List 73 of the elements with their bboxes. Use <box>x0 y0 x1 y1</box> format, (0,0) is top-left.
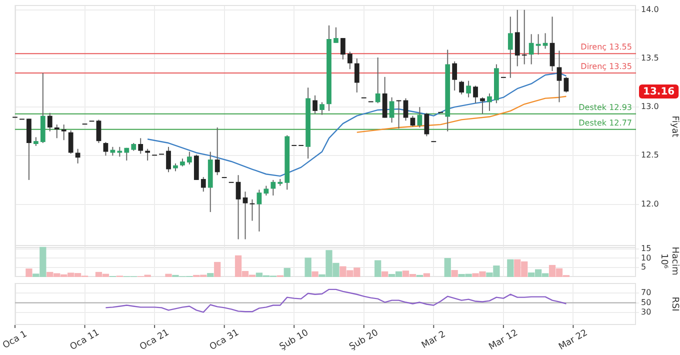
y-tick-label: 10 <box>641 253 652 262</box>
candlestick <box>47 112 52 132</box>
candlestick <box>522 9 527 65</box>
candlestick <box>312 94 318 114</box>
candlestick <box>508 16 513 78</box>
text: 13.16 <box>643 86 675 98</box>
candlestick <box>354 58 360 93</box>
y-tick-label: 5 <box>641 262 646 272</box>
candlestick <box>138 138 144 154</box>
candlestick <box>334 26 338 44</box>
y-tick-label: 12.0 <box>641 199 659 208</box>
candlestick <box>320 102 324 116</box>
candlestick <box>556 50 562 103</box>
ref-line-label: Direnç 13.35 <box>580 62 632 72</box>
x-tick-label: Oca 11 <box>68 328 102 353</box>
y-axis-title: Fiyat <box>669 116 680 138</box>
candlestick <box>473 85 478 104</box>
candlestick <box>250 198 255 222</box>
ref-line-label: Direnç 13.55 <box>580 42 632 52</box>
candlestick <box>459 80 464 95</box>
x-tick-label: Şub 20 <box>348 328 380 352</box>
candlestick <box>166 146 171 173</box>
candlestick <box>75 148 80 164</box>
candlestick <box>417 106 422 128</box>
ref-line-label: Destek 12.77 <box>578 118 632 128</box>
candlestick <box>214 126 220 176</box>
y-tick-label: 50 <box>641 298 652 307</box>
candlestick <box>236 174 241 240</box>
x-tick-label: Mar 12 <box>488 328 520 352</box>
candlestick <box>424 112 430 137</box>
candlestick <box>347 51 352 70</box>
candlestick <box>487 92 492 112</box>
x-tick-label: Oca 1 <box>1 329 29 352</box>
candlestick <box>403 98 408 122</box>
candlestick <box>124 147 130 162</box>
y-axis-title: Hacim 10⁶ <box>658 246 680 276</box>
candlestick <box>542 32 548 50</box>
candlestick <box>242 191 248 240</box>
candlestick <box>264 185 269 196</box>
candlestick <box>54 124 60 139</box>
candlestick <box>452 60 458 92</box>
candlestick <box>375 56 380 104</box>
candlestick <box>103 142 108 156</box>
y-tick-label: 14.0 <box>641 4 659 14</box>
candlestick <box>186 151 192 165</box>
x-tick-label: Mar 2 <box>420 330 448 352</box>
candlestick <box>536 34 541 56</box>
candlestick <box>270 179 276 196</box>
y-tick-label: 13.5 <box>641 54 659 63</box>
candlestick <box>340 38 346 60</box>
y-tick-label: 30 <box>641 308 652 317</box>
x-tick-label: Oca 31 <box>208 328 241 353</box>
candlestick <box>389 96 394 124</box>
candlestick <box>68 130 74 154</box>
ref-line-label: Destek 12.93 <box>578 102 632 112</box>
candlestick <box>564 76 569 93</box>
candlestick <box>528 34 534 65</box>
candlestick <box>396 100 402 129</box>
y-tick-label: 13.0 <box>641 102 659 112</box>
x-tick-label: Şub 10 <box>278 328 311 352</box>
x-tick-label: Mar 22 <box>557 328 590 352</box>
candlestick <box>61 124 66 141</box>
y-axis-title: RSI <box>669 296 680 312</box>
y-tick-label: 15 <box>641 244 652 253</box>
candlestick <box>200 176 206 192</box>
candlestick <box>256 189 262 232</box>
candlestick <box>466 80 471 98</box>
candlestick <box>514 9 520 67</box>
y-tick-label: 70 <box>641 288 652 297</box>
candlestick <box>550 16 555 72</box>
candlestick <box>96 119 102 144</box>
x-tick-label: Oca 21 <box>138 328 172 353</box>
y-tick-label: 12.5 <box>641 150 659 160</box>
